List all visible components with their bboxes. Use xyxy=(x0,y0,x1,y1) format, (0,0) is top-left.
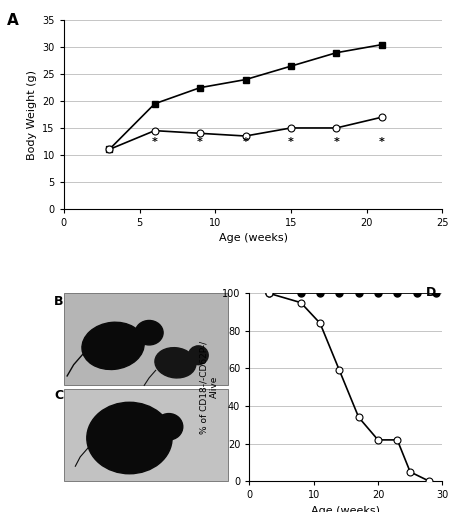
Bar xyxy=(64,389,228,481)
Ellipse shape xyxy=(82,322,144,370)
Ellipse shape xyxy=(155,414,182,440)
Text: *: * xyxy=(288,137,293,147)
Ellipse shape xyxy=(135,321,163,345)
Text: A: A xyxy=(7,13,19,28)
Text: *: * xyxy=(378,137,384,147)
Text: *: * xyxy=(152,137,157,147)
Bar xyxy=(64,293,228,386)
Text: *: * xyxy=(242,137,248,147)
Text: B: B xyxy=(54,295,63,308)
X-axis label: Age (weeks): Age (weeks) xyxy=(218,233,287,243)
Ellipse shape xyxy=(86,402,172,474)
Ellipse shape xyxy=(188,346,208,365)
Text: C: C xyxy=(54,389,63,402)
Text: *: * xyxy=(333,137,339,147)
X-axis label: Age (weeks): Age (weeks) xyxy=(311,506,379,512)
Text: D: D xyxy=(425,286,435,298)
Y-axis label: % of CD18-/-CD62P-/
Alive: % of CD18-/-CD62P-/ Alive xyxy=(199,340,219,434)
Text: *: * xyxy=(197,137,202,147)
Y-axis label: Body Weight (g): Body Weight (g) xyxy=(27,70,37,160)
Ellipse shape xyxy=(155,348,196,378)
